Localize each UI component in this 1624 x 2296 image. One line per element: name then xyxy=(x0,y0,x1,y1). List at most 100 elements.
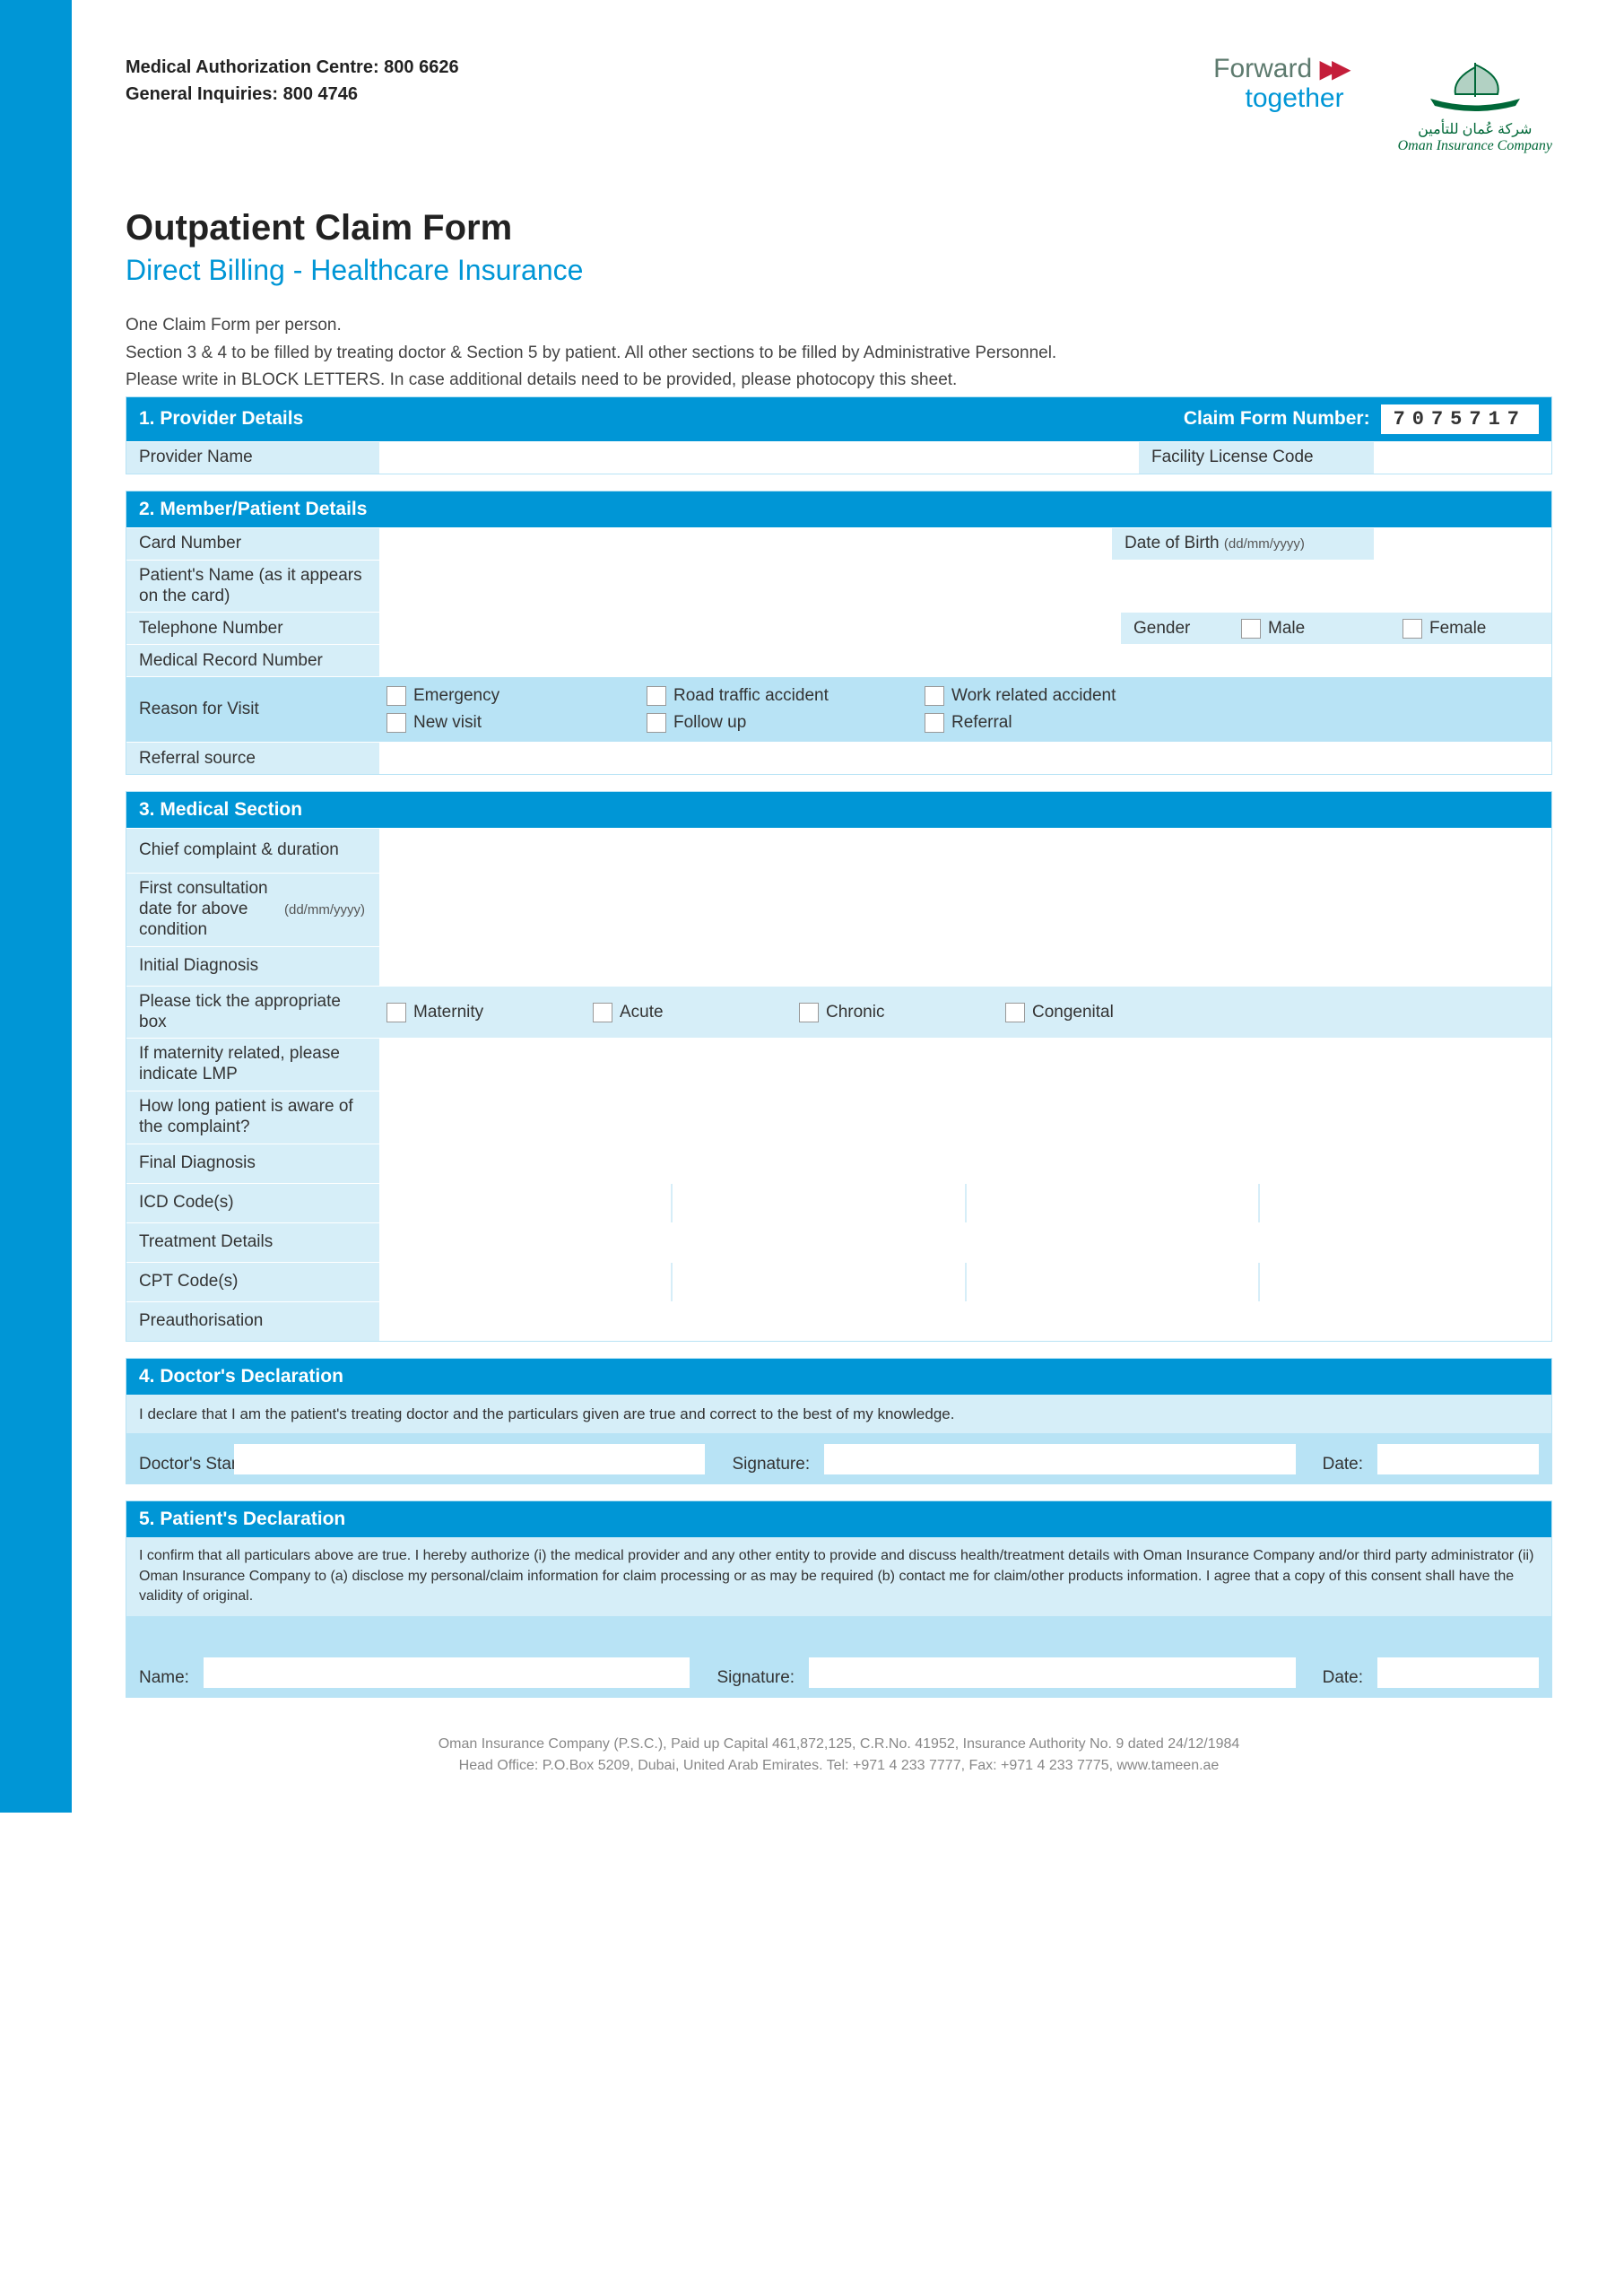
title-block: Outpatient Claim Form Direct Billing - H… xyxy=(126,208,1552,287)
aware-label: How long patient is aware of the complai… xyxy=(126,1091,378,1144)
doctor-signature-field[interactable] xyxy=(824,1444,1295,1474)
tagline: Forward ▶▶ together xyxy=(1213,54,1343,113)
lmp-row: If maternity related, please indicate LM… xyxy=(126,1038,1551,1091)
dob-label: Date of Birth (dd/mm/yyyy) xyxy=(1112,528,1372,560)
chk-work[interactable]: Work related accident xyxy=(925,686,1116,706)
reason-label: Reason for Visit xyxy=(126,677,378,742)
section-patient-declaration: 5. Patient's Declaration I confirm that … xyxy=(126,1500,1552,1697)
cpt-row: CPT Code(s) xyxy=(126,1262,1551,1301)
treatment-row: Treatment Details xyxy=(126,1222,1551,1262)
contact-line-1: Medical Authorization Centre: 800 6626 xyxy=(126,54,459,81)
referral-source-row: Referral source xyxy=(126,742,1551,774)
instructions-1: One Claim Form per person. xyxy=(126,314,1552,338)
initial-diag-row: Initial Diagnosis xyxy=(126,946,1551,986)
doctor-date-field[interactable] xyxy=(1377,1444,1539,1474)
telephone-value[interactable] xyxy=(378,613,1121,644)
cpt-label: CPT Code(s) xyxy=(126,1263,378,1301)
female-checkbox[interactable] xyxy=(1403,619,1422,639)
logos: Forward ▶▶ together شركة عُمان للتأمين O… xyxy=(1213,54,1552,154)
referral-source-value[interactable] xyxy=(378,743,1551,774)
patient-name-label: Name: xyxy=(139,1668,189,1688)
gender-male[interactable]: Male xyxy=(1229,613,1390,644)
tagline-forward: Forward xyxy=(1213,54,1312,83)
aware-value[interactable] xyxy=(378,1091,1551,1144)
chk-followup[interactable]: Follow up xyxy=(647,713,916,733)
preauth-value[interactable] xyxy=(378,1302,1551,1341)
card-number-value[interactable] xyxy=(378,528,1112,560)
page-content: Medical Authorization Centre: 800 6626 G… xyxy=(72,0,1624,1813)
first-consult-label: First consultation date for above condit… xyxy=(126,874,378,945)
chk-emergency[interactable]: Emergency xyxy=(386,686,638,706)
telephone-label: Telephone Number xyxy=(126,613,378,644)
patient-date-label: Date: xyxy=(1323,1668,1363,1688)
section-2-header: 2. Member/Patient Details xyxy=(126,491,1551,527)
claim-form-number-label: Claim Form Number: xyxy=(1184,408,1370,430)
first-consult-row: First consultation date for above condit… xyxy=(126,873,1551,945)
doctor-declaration-text: I declare that I am the patient's treati… xyxy=(126,1395,1551,1434)
patient-signature-field[interactable] xyxy=(809,1657,1296,1688)
provider-row: Provider Name Facility License Code xyxy=(126,441,1551,474)
patient-name-row: Patient's Name (as it appears on the car… xyxy=(126,560,1551,613)
treatment-value[interactable] xyxy=(378,1223,1551,1262)
instructions-3: Please write in BLOCK LETTERS. In case a… xyxy=(126,369,1552,393)
medical-record-value[interactable] xyxy=(378,645,1551,676)
first-consult-value[interactable] xyxy=(378,874,1551,945)
gender-label: Gender xyxy=(1121,613,1229,644)
footer-line-1: Oman Insurance Company (P.S.C.), Paid up… xyxy=(126,1734,1552,1755)
lmp-value[interactable] xyxy=(378,1039,1551,1091)
doctor-sig-row: Doctor's Stamp: Signature: Date: xyxy=(126,1433,1551,1483)
patient-name-value[interactable] xyxy=(378,561,1551,613)
patient-name-field[interactable] xyxy=(204,1657,690,1688)
patient-declaration-text: I confirm that all particulars above are… xyxy=(126,1537,1551,1615)
section-1-title: 1. Provider Details xyxy=(139,408,303,430)
patient-signature-label: Signature: xyxy=(716,1668,795,1688)
provider-name-label: Provider Name xyxy=(126,442,378,474)
doctor-stamp-field[interactable] xyxy=(234,1444,705,1474)
doctor-stamp-label: Doctor's Stamp: xyxy=(139,1455,220,1475)
provider-name-value[interactable] xyxy=(378,442,1139,474)
patient-date-field[interactable] xyxy=(1377,1657,1539,1688)
patient-sig-row: Name: Signature: Date: xyxy=(126,1616,1551,1697)
company-arabic: شركة عُمان للتأمين xyxy=(1398,120,1552,138)
section-provider-details: 1. Provider Details Claim Form Number: 7… xyxy=(126,396,1552,474)
title-sub: Direct Billing - Healthcare Insurance xyxy=(126,254,1552,287)
left-stripe xyxy=(0,0,72,1813)
chk-congenital[interactable]: Congenital xyxy=(1005,994,1114,1031)
chk-chronic[interactable]: Chronic xyxy=(799,994,996,1031)
patient-name-label: Patient's Name (as it appears on the car… xyxy=(126,561,378,613)
footer-line-2: Head Office: P.O.Box 5209, Dubai, United… xyxy=(126,1755,1552,1777)
chk-maternity[interactable]: Maternity xyxy=(386,994,584,1031)
section-1-header: 1. Provider Details Claim Form Number: 7… xyxy=(126,397,1551,441)
gender-female[interactable]: Female xyxy=(1390,613,1551,644)
contact-info: Medical Authorization Centre: 800 6626 G… xyxy=(126,54,459,108)
cpt-cells[interactable] xyxy=(378,1263,1551,1301)
facility-license-label: Facility License Code xyxy=(1139,442,1372,474)
chief-value[interactable] xyxy=(378,829,1551,873)
chk-newvisit[interactable]: New visit xyxy=(386,713,638,733)
facility-license-value[interactable] xyxy=(1372,442,1551,474)
card-number-row: Card Number Date of Birth (dd/mm/yyyy) xyxy=(126,527,1551,560)
chk-acute[interactable]: Acute xyxy=(593,994,790,1031)
instructions-2: Section 3 & 4 to be filled by treating d… xyxy=(126,342,1552,366)
final-diag-row: Final Diagnosis xyxy=(126,1144,1551,1183)
icd-row: ICD Code(s) xyxy=(126,1183,1551,1222)
final-diag-label: Final Diagnosis xyxy=(126,1144,378,1183)
preauth-row: Preauthorisation xyxy=(126,1301,1551,1341)
section-doctor-declaration: 4. Doctor's Declaration I declare that I… xyxy=(126,1358,1552,1485)
chk-referral[interactable]: Referral xyxy=(925,713,1012,733)
footer: Oman Insurance Company (P.S.C.), Paid up… xyxy=(126,1734,1552,1777)
dob-value[interactable] xyxy=(1372,528,1551,560)
referral-source-label: Referral source xyxy=(126,743,378,774)
male-checkbox[interactable] xyxy=(1241,619,1261,639)
lmp-label: If maternity related, please indicate LM… xyxy=(126,1039,378,1091)
tick-row: Please tick the appropriate box Maternit… xyxy=(126,986,1551,1039)
claim-form-number-value: 7075717 xyxy=(1381,404,1539,434)
chief-row: Chief complaint & duration xyxy=(126,828,1551,873)
chk-road[interactable]: Road traffic accident xyxy=(647,686,916,706)
final-diag-value[interactable] xyxy=(378,1144,1551,1183)
icd-cells[interactable] xyxy=(378,1184,1551,1222)
tagline-together: together xyxy=(1245,83,1343,113)
aware-row: How long patient is aware of the complai… xyxy=(126,1091,1551,1144)
initial-diag-value[interactable] xyxy=(378,947,1551,986)
section-5-header: 5. Patient's Declaration xyxy=(126,1501,1551,1537)
